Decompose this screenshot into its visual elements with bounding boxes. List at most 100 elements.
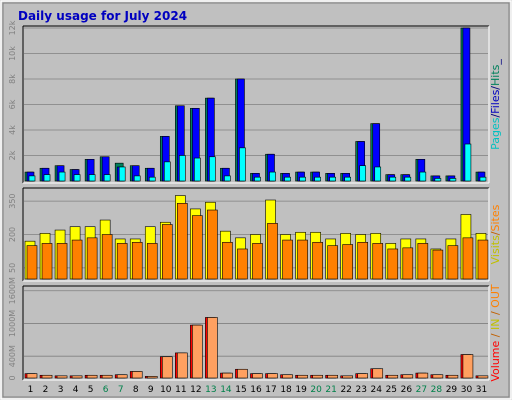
bar-pages-10 xyxy=(163,161,171,182)
bar-sites-28 xyxy=(432,249,444,280)
bar-pages-13 xyxy=(209,156,216,182)
bar-pages-21 xyxy=(329,176,336,182)
x-tick-label: 10 xyxy=(160,385,172,395)
bar-sites-10 xyxy=(161,224,173,280)
bar-sites-20 xyxy=(312,241,323,280)
legend-part: / xyxy=(489,330,502,341)
x-tick-label: 3 xyxy=(58,385,64,395)
bar-sites-4 xyxy=(71,239,83,280)
bar-sites-19 xyxy=(297,239,308,280)
bar-out-20 xyxy=(312,374,323,379)
bar-pages-8 xyxy=(133,175,141,182)
bar-out-29 xyxy=(447,374,459,379)
legend-part: OUT xyxy=(489,284,502,308)
legend-part: / xyxy=(489,231,502,235)
bar-sites-14 xyxy=(222,241,233,280)
bar-pages-25 xyxy=(389,176,397,182)
bar-sites-17 xyxy=(267,223,278,280)
bar-pages-15 xyxy=(239,147,246,182)
x-tick-label: 4 xyxy=(73,385,79,395)
bar-sites-11 xyxy=(177,203,188,280)
x-tick-label: 28 xyxy=(431,385,443,395)
x-tick-label: 18 xyxy=(280,385,292,395)
bar-sites-30 xyxy=(462,237,474,280)
panel-background xyxy=(23,286,489,380)
bar-out-17 xyxy=(267,373,278,379)
bar-sites-18 xyxy=(282,239,293,280)
x-tick-label: 15 xyxy=(235,385,246,395)
bar-out-19 xyxy=(297,374,308,379)
bar-pages-30 xyxy=(464,143,472,182)
bar-pages-26 xyxy=(404,176,412,182)
x-tick-label: 9 xyxy=(148,385,154,395)
bar-sites-7 xyxy=(116,243,128,280)
bar-sites-26 xyxy=(402,247,414,280)
x-tick-label: 21 xyxy=(325,385,336,395)
x-axis-labels: 1 2 3 4 5 6 7 8 9 10 11 12 13 14 15 16 17 18 19 20 21 22 23 24 2… xyxy=(28,385,488,395)
y-tick-label: 0 xyxy=(8,375,17,380)
x-tick-label: 30 xyxy=(461,385,473,395)
bar-out-24 xyxy=(372,368,384,379)
bar-sites-16 xyxy=(252,243,263,280)
legend-part: / xyxy=(489,86,502,90)
y-tick-label: 400M xyxy=(8,345,17,367)
x-tick-label: 29 xyxy=(446,385,458,395)
bar-out-8 xyxy=(131,371,143,379)
bar-sites-12 xyxy=(192,215,203,280)
bar-pages-24 xyxy=(374,166,382,182)
bar-pages-17 xyxy=(269,171,276,182)
bar-pages-3 xyxy=(58,171,66,182)
panel-visits: 50 200 350 Visits/Sites xyxy=(8,187,502,282)
y-tick-label: 6k xyxy=(8,99,17,109)
bar-out-4 xyxy=(71,375,83,379)
x-tick-label: 23 xyxy=(355,385,366,395)
legend-part: _ xyxy=(489,59,502,66)
bar-sites-5 xyxy=(86,237,98,280)
bar-pages-12 xyxy=(194,157,201,182)
bar-pages-19 xyxy=(299,176,306,182)
bar-out-27 xyxy=(417,372,429,379)
legend-part: IN xyxy=(489,319,502,330)
bar-sites-6 xyxy=(101,234,113,280)
bar-sites-15 xyxy=(237,248,248,280)
bar-pages-28 xyxy=(434,178,442,182)
bar-out-22 xyxy=(342,375,353,379)
x-tick-label: 25 xyxy=(386,385,397,395)
y-tick-label: 10k xyxy=(8,46,17,61)
bar-pages-11 xyxy=(179,155,186,182)
bar-out-14 xyxy=(222,372,233,379)
x-tick-label: 20 xyxy=(310,385,322,395)
bar-out-13 xyxy=(207,317,218,379)
bar-sites-8 xyxy=(131,241,143,280)
x-tick-label: 8 xyxy=(133,385,139,395)
bar-pages-5 xyxy=(88,174,96,182)
panel-legend-visits: Visits/Sites xyxy=(489,204,502,264)
x-tick-label: 12 xyxy=(190,385,201,395)
bar-sites-29 xyxy=(447,245,459,280)
x-tick-label: 7 xyxy=(118,385,124,395)
bar-sites-27 xyxy=(417,243,429,280)
y-tick-label: 8k xyxy=(8,74,17,84)
bar-out-28 xyxy=(432,374,444,379)
bar-sites-13 xyxy=(207,209,218,280)
bar-out-5 xyxy=(86,374,98,379)
y-tick-label: 200 xyxy=(8,227,17,242)
bar-pages-29 xyxy=(449,178,457,182)
y-tick-label: 1600M xyxy=(8,277,17,304)
x-tick-label: 5 xyxy=(88,385,94,395)
bar-sites-3 xyxy=(56,243,68,280)
bar-sites-21 xyxy=(327,245,338,280)
bar-out-21 xyxy=(327,374,338,379)
x-tick-label: 19 xyxy=(295,385,307,395)
bar-out-15 xyxy=(237,368,248,379)
panel-legend-volume: Volume / IN / OUT xyxy=(489,284,502,382)
bar-sites-25 xyxy=(387,248,399,280)
bar-pages-23 xyxy=(359,165,367,182)
legend-part: / xyxy=(489,308,502,319)
legend-part: Files xyxy=(489,89,502,113)
bar-pages-9 xyxy=(148,176,156,182)
bar-out-31 xyxy=(477,375,489,379)
x-tick-label: 26 xyxy=(401,385,413,395)
bar-pages-4 xyxy=(73,174,81,182)
